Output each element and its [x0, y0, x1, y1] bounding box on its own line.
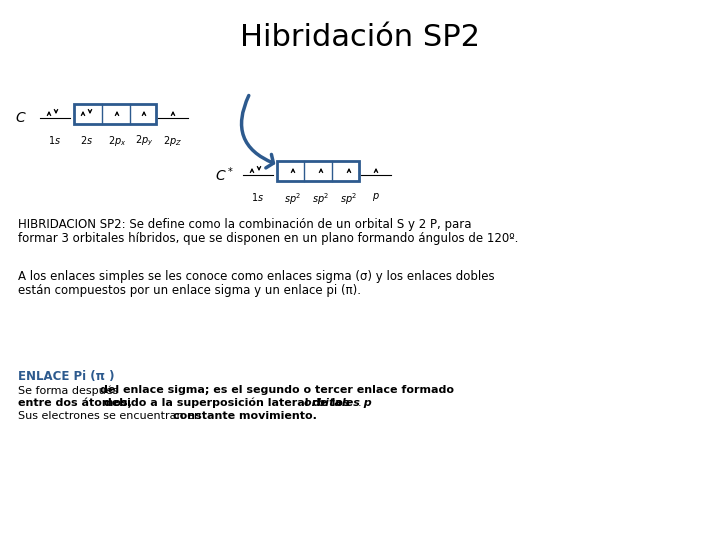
Text: HIBRIDACION SP2: Se define como la combinación de un orbital S y 2 P, para: HIBRIDACION SP2: Se define como la combi…	[18, 218, 472, 231]
Text: A los enlaces simples se les conoce como enlaces sigma (σ) y los enlaces dobles: A los enlaces simples se les conoce como…	[18, 270, 495, 283]
Text: $1s$: $1s$	[251, 191, 264, 203]
Text: Hibridación SP2: Hibridación SP2	[240, 24, 480, 52]
Bar	[277, 161, 359, 181]
Text: orbitales p: orbitales p	[304, 398, 372, 408]
Text: ENLACE Pi (π ): ENLACE Pi (π )	[18, 370, 114, 383]
Text: .: .	[358, 398, 361, 408]
Text: $2p_y$: $2p_y$	[135, 134, 153, 148]
Text: debido a la superposición lateral de los: debido a la superposición lateral de los	[101, 398, 354, 408]
Text: constante movimiento.: constante movimiento.	[174, 411, 317, 421]
Text: Se forma después: Se forma después	[18, 385, 122, 395]
Text: $2p_Z$: $2p_Z$	[163, 134, 183, 148]
Text: $sp^2$: $sp^2$	[284, 191, 302, 207]
Text: están compuestos por un enlace sigma y un enlace pi (π).: están compuestos por un enlace sigma y u…	[18, 284, 361, 297]
Text: $C^*$: $C^*$	[215, 166, 234, 184]
Text: $2s$: $2s$	[81, 134, 94, 146]
Text: $2p_x$: $2p_x$	[108, 134, 126, 148]
Text: Sus electrones se encuentran en: Sus electrones se encuentran en	[18, 411, 204, 421]
Text: $1s$: $1s$	[48, 134, 61, 146]
Bar	[74, 104, 156, 124]
Text: $sp^2$: $sp^2$	[341, 191, 358, 207]
Text: entre dos átomos,: entre dos átomos,	[18, 398, 132, 408]
Text: $sp^2$: $sp^2$	[312, 191, 330, 207]
Text: $p$: $p$	[372, 191, 380, 203]
Text: del enlace sigma; es el segundo o tercer enlace formado: del enlace sigma; es el segundo o tercer…	[101, 385, 454, 395]
Text: formar 3 orbitales híbridos, que se disponen en un plano formando ángulos de 120: formar 3 orbitales híbridos, que se disp…	[18, 232, 518, 245]
Text: $C$: $C$	[15, 111, 27, 125]
